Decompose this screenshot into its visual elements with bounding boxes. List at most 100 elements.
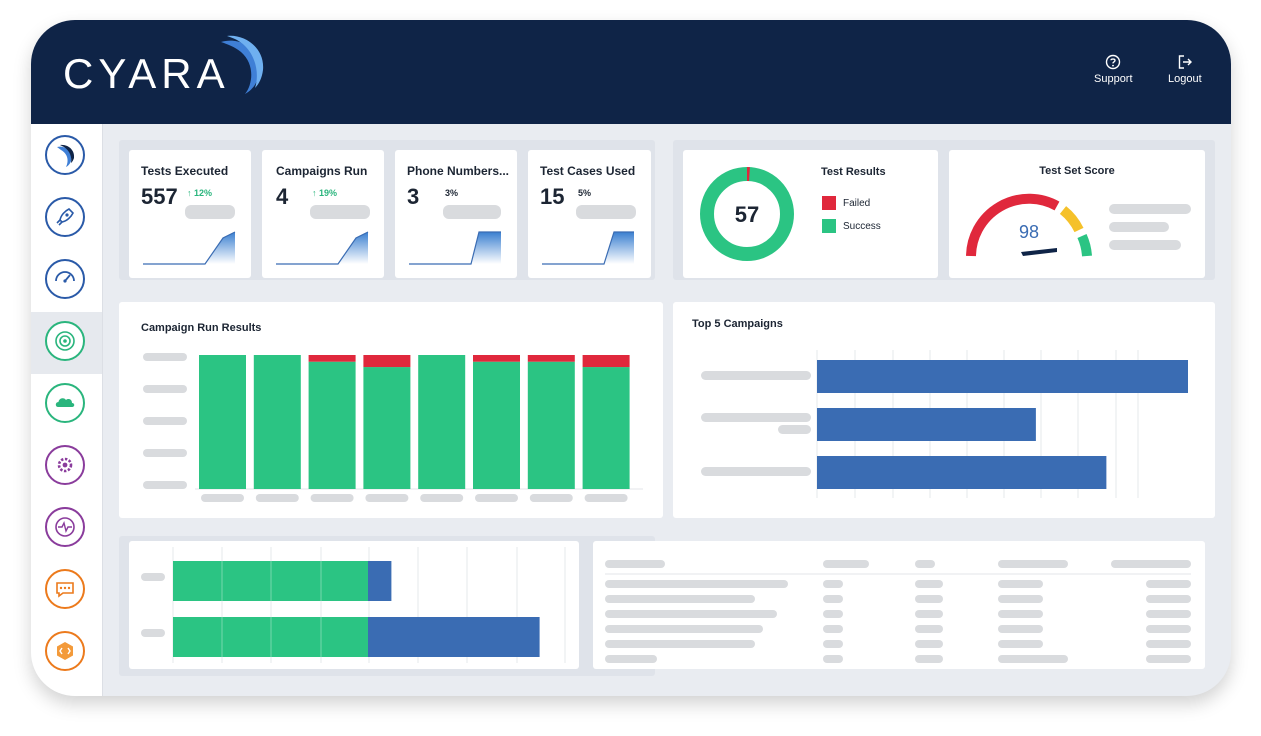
kpi-card-test-cases-used[interactable]: Test Cases Used 15 5% — [528, 150, 651, 278]
gear-icon — [57, 457, 73, 473]
y-label-placeholder — [143, 449, 187, 457]
test-results-card[interactable]: 57 Test Results Failed Success — [683, 150, 938, 278]
table-header-placeholder — [915, 560, 935, 568]
bar-success[interactable] — [308, 361, 356, 489]
table-cell-placeholder — [1146, 655, 1191, 663]
kpi-title: Test Cases Used — [540, 164, 636, 178]
bar-success[interactable] — [199, 355, 246, 489]
y-label-placeholder — [143, 385, 187, 393]
bar-segment-blue[interactable] — [368, 617, 540, 657]
bar-failed[interactable] — [473, 355, 520, 362]
bar[interactable] — [817, 456, 1107, 489]
kpi-card-tests-executed[interactable]: Tests Executed 557 ↑ 12% — [129, 150, 251, 278]
speedometer-icon — [55, 271, 75, 283]
sidebar-item-gear[interactable] — [31, 436, 102, 498]
y-label-placeholder — [141, 629, 165, 637]
bar-success[interactable] — [253, 355, 301, 489]
sparkline-chart — [143, 231, 236, 265]
bars-group — [173, 561, 540, 657]
kpi-title: Campaigns Run — [276, 164, 368, 178]
sidebar-item-target[interactable] — [31, 312, 102, 374]
campaign-run-results-chart — [143, 353, 643, 502]
bar-success[interactable] — [418, 355, 466, 489]
bar-segment-success[interactable] — [173, 617, 368, 657]
table-cell-placeholder — [998, 655, 1068, 663]
test-results-donut: 57 — [700, 167, 794, 261]
sidebar-item-cloud[interactable] — [31, 374, 102, 436]
x-label-placeholder — [365, 494, 409, 502]
top5-campaigns-chart — [701, 350, 1188, 498]
sidebar-item-rocket[interactable] — [31, 188, 102, 250]
x-label-placeholder — [529, 494, 573, 502]
y-label-placeholder — [701, 467, 811, 476]
bar[interactable] — [817, 408, 1036, 441]
cloud-icon — [55, 398, 75, 407]
kpi-card-campaigns-run[interactable]: Campaigns Run 4 ↑ 19% — [262, 150, 384, 278]
sparkline-chart — [542, 231, 634, 265]
sidebar-item-speedometer[interactable] — [31, 250, 102, 312]
x-label-placeholder — [201, 494, 244, 502]
test-set-score-card[interactable]: Test Set Score 98 — [949, 150, 1205, 278]
test-results-title: Test Results — [821, 166, 886, 178]
sidebar — [31, 124, 103, 696]
table-cell-placeholder — [915, 625, 943, 633]
logout-button[interactable]: Logout — [1168, 54, 1202, 85]
bars-group — [817, 360, 1188, 489]
sidebar-item-home[interactable] — [31, 126, 102, 188]
bar-success[interactable] — [473, 361, 520, 489]
kpi-delta: ↑ 19% — [312, 188, 338, 198]
campaign-run-results-card: Campaign Run Results — [119, 302, 663, 518]
pulse-icon — [55, 517, 75, 537]
gauge-yellow-arc — [1059, 206, 1084, 233]
x-label-placeholder — [255, 494, 299, 502]
donut-failed-arc — [700, 167, 794, 261]
kpi-value: 4 — [276, 184, 289, 209]
table-cell-placeholder — [823, 625, 843, 633]
table-cell-placeholder — [605, 640, 755, 648]
placeholder-bar — [1109, 240, 1181, 250]
top5-campaigns-card: Top 5 Campaigns — [673, 302, 1215, 518]
x-label-placeholder — [475, 494, 518, 502]
sparkline-chart — [276, 231, 369, 265]
placeholder-bar — [1109, 222, 1169, 232]
table-cell-placeholder — [823, 580, 843, 588]
y-label-placeholder — [701, 371, 811, 380]
bar-failed[interactable] — [363, 355, 411, 368]
top-bar: CYARA Support Logout — [31, 20, 1231, 124]
table-header-placeholder — [998, 560, 1068, 568]
x-label-placeholder — [584, 494, 628, 502]
cyara-swoosh-icon — [57, 144, 75, 167]
legend-success-swatch — [822, 219, 836, 233]
target-icon — [55, 331, 75, 351]
y-label-placeholder — [143, 353, 187, 361]
bar-segment-blue[interactable] — [368, 561, 392, 601]
bar-segment-success[interactable] — [173, 561, 368, 601]
bar[interactable] — [817, 360, 1188, 393]
kpi-card-phone-numbers[interactable]: Phone Numbers... 3 3% — [395, 150, 517, 278]
table-cell-placeholder — [915, 580, 943, 588]
bar-failed[interactable] — [582, 355, 630, 368]
gauge-value: 98 — [1019, 222, 1039, 242]
bar-success[interactable] — [527, 361, 575, 489]
sidebar-item-pulse[interactable] — [31, 498, 102, 560]
x-label-placeholder — [310, 494, 354, 502]
table-skeleton — [605, 560, 1191, 663]
table-cell-placeholder — [998, 625, 1043, 633]
kpi-delta: 5% — [578, 188, 592, 198]
bar-failed[interactable] — [308, 355, 356, 362]
table-cell-placeholder — [998, 610, 1043, 618]
help-circle-icon — [1106, 54, 1121, 70]
bar-success[interactable] — [363, 367, 411, 489]
table-cell-placeholder — [605, 595, 755, 603]
y-placeholder-labels — [143, 353, 187, 489]
bar-failed[interactable] — [527, 355, 575, 362]
bot-icon — [57, 642, 73, 660]
sidebar-item-bot[interactable] — [31, 622, 102, 684]
table-header-placeholder — [823, 560, 869, 568]
table-cell-placeholder — [998, 640, 1043, 648]
support-button[interactable]: Support — [1094, 54, 1133, 85]
sidebar-item-chat[interactable] — [31, 560, 102, 622]
top5-campaigns-title: Top 5 Campaigns — [692, 318, 783, 330]
bar-success[interactable] — [582, 367, 630, 489]
x-label-placeholder — [420, 494, 464, 502]
